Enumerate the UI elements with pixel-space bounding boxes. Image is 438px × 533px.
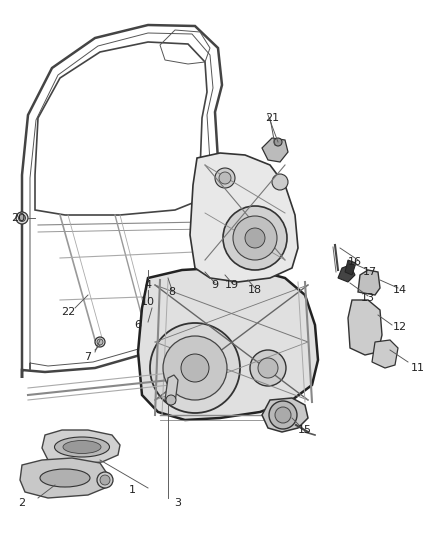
Circle shape	[272, 174, 288, 190]
Polygon shape	[338, 265, 355, 282]
Text: 19: 19	[225, 280, 239, 290]
Polygon shape	[165, 375, 178, 405]
Ellipse shape	[54, 437, 110, 457]
Polygon shape	[20, 458, 108, 498]
Circle shape	[250, 350, 286, 386]
Circle shape	[275, 407, 291, 423]
Text: 4: 4	[145, 280, 152, 290]
Polygon shape	[358, 270, 380, 295]
Text: 1: 1	[128, 485, 135, 495]
Circle shape	[219, 172, 231, 184]
Polygon shape	[372, 340, 398, 368]
Text: 8: 8	[169, 287, 176, 297]
Text: 16: 16	[348, 257, 362, 267]
Polygon shape	[345, 260, 356, 275]
Text: 2: 2	[18, 498, 25, 508]
Circle shape	[274, 138, 282, 146]
Polygon shape	[138, 268, 318, 420]
Text: 12: 12	[393, 322, 407, 332]
Circle shape	[181, 354, 209, 382]
Polygon shape	[262, 398, 308, 432]
Text: 9: 9	[212, 280, 219, 290]
Text: 17: 17	[363, 267, 377, 277]
Text: 21: 21	[265, 113, 279, 123]
Text: 11: 11	[411, 363, 425, 373]
Circle shape	[95, 337, 105, 347]
Circle shape	[16, 212, 28, 224]
Circle shape	[97, 339, 103, 345]
Text: 14: 14	[393, 285, 407, 295]
Text: 6: 6	[134, 320, 141, 330]
Circle shape	[223, 206, 287, 270]
Polygon shape	[262, 138, 288, 162]
Ellipse shape	[63, 440, 101, 454]
Text: 7: 7	[85, 352, 92, 362]
Circle shape	[166, 395, 176, 405]
Ellipse shape	[40, 469, 90, 487]
Circle shape	[258, 358, 278, 378]
Circle shape	[269, 401, 297, 429]
Circle shape	[97, 472, 113, 488]
Text: 15: 15	[298, 425, 312, 435]
Text: 20: 20	[11, 213, 25, 223]
Polygon shape	[190, 153, 298, 282]
Circle shape	[100, 475, 110, 485]
Polygon shape	[42, 430, 120, 465]
Circle shape	[18, 214, 25, 222]
Circle shape	[150, 323, 240, 413]
Text: 22: 22	[61, 307, 75, 317]
Text: 10: 10	[141, 297, 155, 307]
Text: 18: 18	[248, 285, 262, 295]
Circle shape	[245, 228, 265, 248]
Text: 13: 13	[361, 293, 375, 303]
Circle shape	[233, 216, 277, 260]
Polygon shape	[348, 300, 382, 355]
Circle shape	[163, 336, 227, 400]
Text: 3: 3	[174, 498, 181, 508]
Circle shape	[215, 168, 235, 188]
